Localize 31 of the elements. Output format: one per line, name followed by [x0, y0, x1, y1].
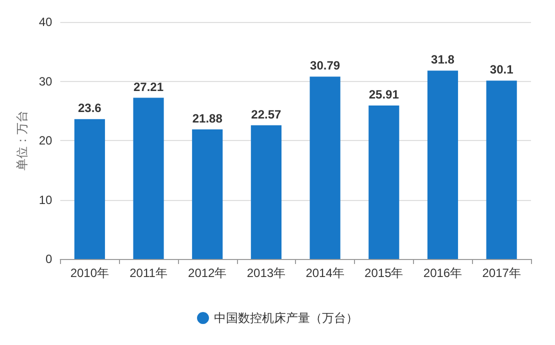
x-tick-label: 2011年 [130, 266, 168, 280]
bar [368, 105, 400, 259]
y-tick-label: 0 [46, 252, 53, 266]
y-tick-label: 40 [38, 15, 53, 29]
x-tick-label: 2013年 [246, 266, 286, 280]
data-label: 31.8 [431, 52, 455, 67]
bar [427, 70, 458, 259]
x-tick-label: 2016年 [423, 266, 462, 280]
data-label: 27.21 [134, 80, 164, 94]
y-tick-label: 20 [38, 134, 53, 148]
bar [250, 125, 282, 259]
bar [310, 76, 340, 259]
data-label: 22.57 [251, 107, 282, 122]
bar [486, 80, 517, 259]
y-tick-label: 10 [38, 192, 53, 207]
data-label: 30.1 [490, 62, 514, 77]
legend-label: 中国数控机床产量（万台） [214, 311, 358, 325]
bar [74, 119, 105, 259]
x-tick-label: 2015年 [364, 266, 404, 280]
bar [133, 98, 164, 259]
x-tick-label: 2014年 [306, 266, 344, 280]
x-tick-label: 2010年 [70, 266, 110, 280]
data-label: 23.6 [78, 101, 102, 116]
data-label: 30.79 [310, 58, 340, 73]
data-label: 25.91 [368, 87, 400, 102]
y-axis-title: 单位：万台 [15, 110, 29, 170]
x-tick-label: 2012年 [188, 266, 227, 280]
y-tick-label: 30 [38, 74, 53, 88]
data-label: 21.88 [192, 111, 223, 126]
x-tick-label: 2017年 [482, 266, 521, 280]
bar [192, 129, 223, 259]
